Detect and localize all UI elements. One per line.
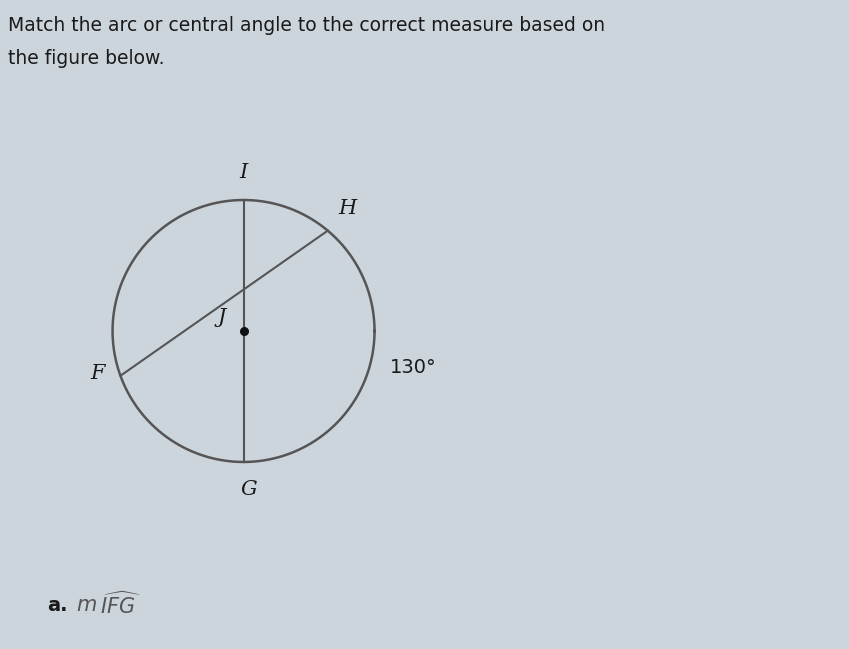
Text: J: J — [217, 308, 226, 327]
Text: 130°: 130° — [391, 358, 437, 377]
Text: G: G — [240, 480, 257, 499]
Text: Match the arc or central angle to the correct measure based on: Match the arc or central angle to the co… — [8, 16, 605, 35]
Text: $\widehat{IFG}$: $\widehat{IFG}$ — [100, 592, 141, 618]
Text: H: H — [338, 199, 357, 217]
Text: a.: a. — [47, 596, 67, 615]
Text: $m$: $m$ — [76, 596, 98, 615]
Text: I: I — [239, 163, 248, 182]
Text: the figure below.: the figure below. — [8, 49, 165, 67]
Text: F: F — [90, 363, 104, 383]
